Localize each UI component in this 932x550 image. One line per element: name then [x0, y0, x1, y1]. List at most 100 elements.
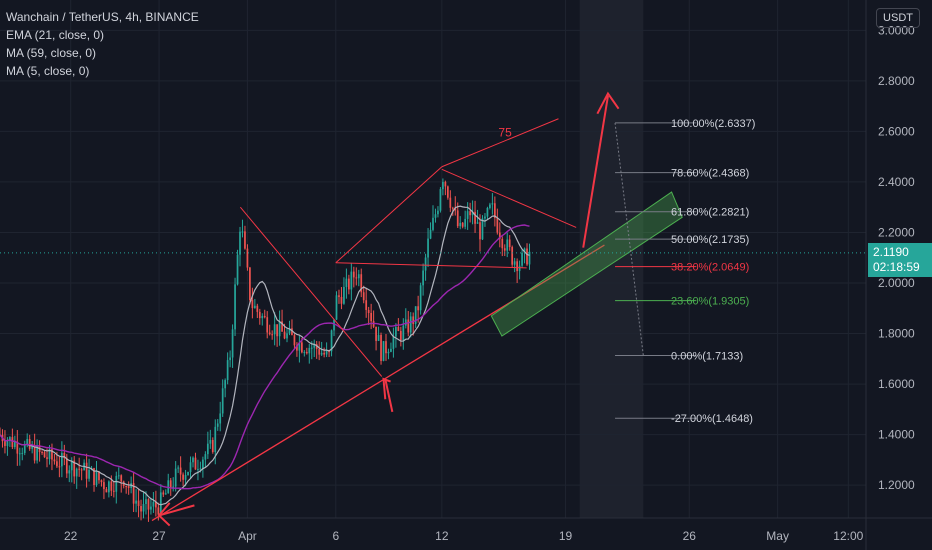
candle-body: [189, 462, 192, 472]
candle-body: [296, 345, 298, 351]
candle-body: [300, 342, 303, 353]
candle-body: [80, 469, 83, 471]
candle-body: [209, 440, 212, 444]
candle-body: [199, 468, 202, 470]
candle-body: [36, 445, 38, 461]
support-trendline: [151, 244, 605, 522]
candle-body: [370, 312, 373, 322]
candle-body: [486, 207, 489, 217]
candle-body: [110, 481, 113, 491]
candle-body: [244, 231, 246, 249]
candle-body: [466, 211, 469, 219]
candle-body: [16, 441, 19, 454]
currency-button[interactable]: USDT: [876, 8, 920, 28]
candle-body: [98, 471, 100, 481]
candle-body: [26, 438, 29, 445]
candle-body: [41, 452, 43, 454]
candle-body: [444, 181, 447, 187]
candle-body: [246, 248, 249, 268]
candle-body: [323, 352, 325, 355]
candle-body: [78, 468, 81, 470]
candle-body: [152, 501, 155, 507]
candle-body: [224, 380, 227, 389]
bottom-arrow-shaft: [384, 378, 394, 413]
candle-body: [350, 271, 353, 290]
candle-body: [392, 336, 395, 349]
candle-body: [528, 251, 531, 265]
candle-body: [429, 229, 432, 239]
candle-body: [241, 231, 244, 233]
candle-body: [493, 203, 496, 218]
candle-body: [206, 443, 209, 455]
candle-body: [286, 333, 288, 339]
candle-body: [283, 331, 286, 339]
wedge-line-2: [335, 166, 443, 264]
candle-body: [278, 321, 281, 337]
candle-body: [125, 486, 128, 488]
candle-body: [276, 324, 278, 337]
candle-body: [320, 352, 323, 355]
candle-body: [51, 449, 53, 460]
candle-body: [367, 309, 370, 313]
neckline: [335, 262, 527, 269]
candle-body: [348, 278, 350, 290]
candle-body: [305, 351, 308, 354]
candle-body: [523, 248, 526, 253]
current-price-tag: 2.1190 02:18:59: [868, 242, 932, 277]
candle-body: [216, 423, 219, 427]
left-arrow-head: [157, 502, 171, 527]
candle-body: [197, 468, 199, 470]
candle-body: [33, 445, 36, 461]
candle-body: [273, 324, 276, 335]
candle-body: [288, 328, 291, 334]
x-tick-label: 26: [683, 529, 697, 543]
candle-body: [169, 480, 172, 488]
candle-countdown: 02:18:59: [873, 259, 920, 274]
candle-body: [330, 330, 333, 352]
candle-body: [281, 321, 283, 332]
candle-body: [476, 222, 479, 224]
candle-body: [377, 334, 380, 341]
candle-body: [417, 306, 420, 311]
candle-body: [192, 457, 194, 463]
candle-body: [407, 319, 410, 333]
x-tick-label: 19: [559, 529, 573, 543]
wedge-label: 75: [498, 125, 512, 139]
candle-body: [93, 468, 95, 486]
candle-body: [328, 351, 330, 353]
candle-body: [489, 204, 491, 208]
candle-body: [179, 467, 182, 475]
candle-body: [308, 347, 311, 354]
highlight-band: [579, 0, 644, 518]
candle-body: [382, 341, 385, 361]
candle-body: [155, 501, 157, 508]
candle-body: [454, 208, 457, 211]
y-tick-label: 1.6000: [878, 377, 915, 391]
y-tick-label: 2.8000: [878, 74, 915, 88]
candle-body: [4, 441, 6, 446]
fib-level-label: 0.00%(1.7133): [671, 350, 743, 362]
candle-body: [503, 248, 506, 251]
fib-level-label: 61.80%(2.2821): [671, 207, 749, 219]
candle-body: [56, 461, 58, 467]
candle-body: [451, 207, 454, 209]
candle-body: [164, 493, 167, 495]
ema-21-label: EMA (21, close, 0): [6, 28, 105, 42]
candle-body: [157, 507, 160, 515]
candle-body: [422, 270, 424, 286]
candle-body: [526, 248, 528, 265]
candle-body: [484, 216, 486, 219]
candle-body: [202, 459, 204, 469]
candle-body: [63, 452, 66, 459]
y-tick-label: 1.4000: [878, 428, 915, 442]
candle-body: [479, 222, 481, 240]
candle-body: [313, 344, 316, 348]
y-tick-label: 3.0000: [878, 23, 915, 37]
candle-body: [360, 274, 363, 293]
fib-level-label: 78.60%(2.4368): [671, 168, 749, 180]
candle-body: [434, 214, 437, 218]
candle-body: [442, 181, 444, 190]
candle-body: [95, 471, 98, 486]
